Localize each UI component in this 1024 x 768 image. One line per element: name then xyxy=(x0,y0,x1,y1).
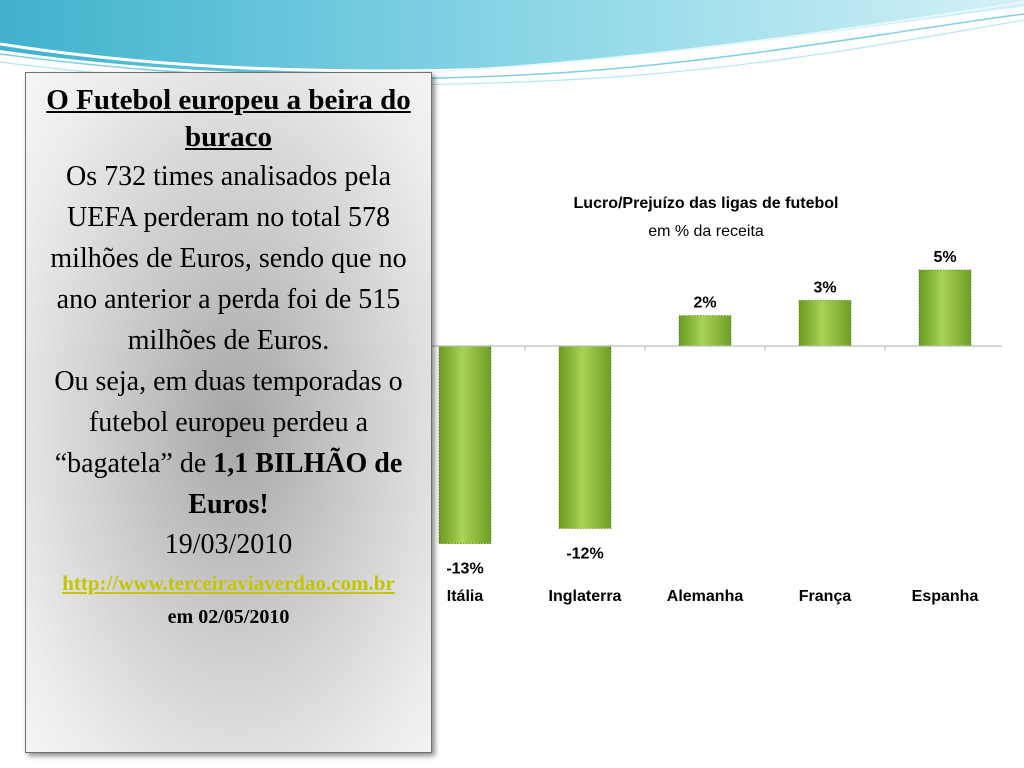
article-highlight: 1,1 BILHÃO de Euros! xyxy=(188,448,403,520)
category-label-2: Inglaterra xyxy=(549,588,622,605)
article-paragraph-1: Os 732 times analisados pela UEFA perder… xyxy=(50,161,407,356)
article-title: O Futebol europeu a beira do buraco xyxy=(46,84,411,153)
access-date: em 02/05/2010 xyxy=(167,606,290,628)
data-label-2: -12% xyxy=(566,545,603,562)
chart-title: Lucro/Prejuízo das ligas de futebol xyxy=(574,195,839,212)
data-label-5: 5% xyxy=(933,249,956,266)
category-label-5: Espanha xyxy=(912,588,979,605)
chart-subtitle: em % da receita xyxy=(648,223,764,240)
bar-3 xyxy=(678,315,732,347)
category-label-4: França xyxy=(799,588,852,605)
bar-1 xyxy=(438,345,492,545)
article-paragraph-2-text: Ou seja, em duas temporadas o futebol eu… xyxy=(54,366,403,479)
category-label-1: Itália xyxy=(447,588,484,605)
article-text-panel: O Futebol europeu a beira do buraco Os 7… xyxy=(25,72,432,753)
data-label-4: 3% xyxy=(813,279,836,296)
bar-2 xyxy=(558,345,612,529)
bar-5 xyxy=(918,269,972,347)
profit-loss-bar-chart: Lucro/Prejuízo das ligas de futebol em %… xyxy=(420,195,1002,605)
category-label-3: Alemanha xyxy=(667,588,744,605)
article-paragraph-2: Ou seja, em duas temporadas o futebol eu… xyxy=(36,361,421,525)
data-label-3: 2% xyxy=(693,295,716,312)
source-link[interactable]: http://www.terceiraviaverdao.com.br xyxy=(62,571,395,595)
decorative-wave-banner xyxy=(0,0,1024,86)
article-date: 19/03/2010 xyxy=(164,529,293,560)
bar-4 xyxy=(798,300,852,347)
data-label-1: -13% xyxy=(446,561,483,578)
